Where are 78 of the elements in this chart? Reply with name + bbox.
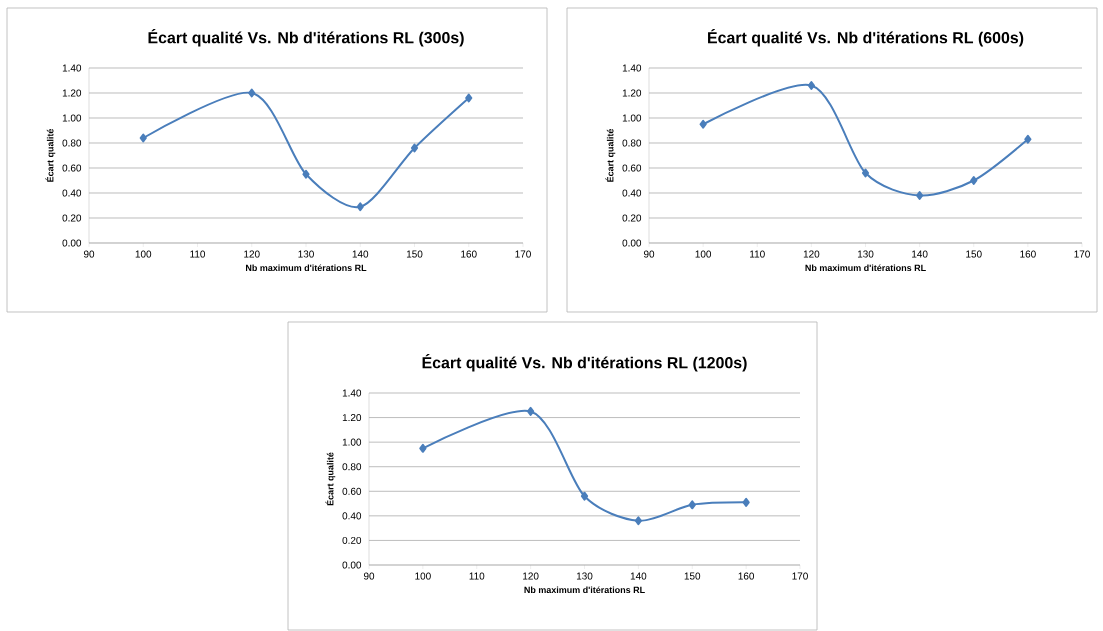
y-tick-label: 0.00	[622, 239, 642, 247]
y-tick-label: 1.20	[62, 89, 82, 97]
x-tick-label: 110	[190, 250, 206, 258]
y-tick-label: 0.00	[342, 561, 362, 569]
point	[807, 80, 816, 90]
x-tick-label: 170	[1074, 250, 1090, 258]
y-tick-label: 0.80	[622, 139, 642, 147]
point	[139, 133, 147, 143]
y-tick-label: 1.00	[342, 438, 362, 446]
x-tick-label: 150	[966, 250, 982, 258]
x-tick-label: 150	[406, 250, 423, 258]
point	[356, 202, 364, 212]
y-tick-label: 1.40	[62, 64, 82, 72]
y-tick-label: 0.20	[622, 214, 642, 222]
chart-title: Écart qualité Vs. Nb d'itérations RL (600s)	[708, 29, 1024, 47]
x-tick-label: 130	[857, 250, 874, 258]
point	[465, 93, 473, 103]
point	[742, 497, 750, 507]
y-tick-label: 0.00	[62, 239, 82, 247]
point	[527, 406, 535, 416]
x-tick-label: 130	[298, 250, 314, 258]
x-tick-label: 160	[1020, 250, 1036, 258]
y-tick-label: 1.20	[622, 89, 642, 97]
y-axis-title: Écart qualité	[605, 128, 616, 182]
point	[634, 516, 642, 526]
x-axis-title: Nb maximum d'itérations RL	[524, 586, 645, 594]
point	[248, 88, 256, 98]
x-tick-label: 100	[415, 572, 431, 580]
x-tick-label: 90	[363, 572, 375, 580]
point	[861, 168, 870, 178]
chart-title: Écart qualité Vs. Nb d'itérations RL (1200s)	[422, 354, 747, 372]
y-tick-label: 0.40	[342, 512, 362, 520]
point	[1024, 134, 1032, 144]
y-tick-label: 0.80	[62, 139, 82, 147]
y-axis-title: Écart qualité	[45, 128, 56, 182]
point	[410, 143, 419, 153]
y-tick-label: 1.40	[342, 389, 362, 397]
point	[970, 176, 978, 185]
y-tick-label: 1.00	[622, 114, 642, 122]
x-tick-label: 130	[576, 572, 593, 580]
x-axis-title: Nb maximum d'itérations RL	[245, 264, 367, 272]
y-tick-label: 0.60	[342, 487, 362, 495]
x-tick-label: 100	[135, 250, 152, 258]
x-tick-label: 120	[803, 250, 820, 258]
y-tick-label: 0.20	[62, 214, 82, 222]
x-tick-label: 160	[738, 572, 755, 580]
x-tick-label: 160	[461, 250, 477, 258]
point	[916, 191, 924, 200]
x-axis-title: Nb maximum d'itérations RL	[805, 264, 926, 272]
x-tick-label: 140	[630, 572, 647, 580]
chart-title: Écart qualité Vs. Nb d'itérations RL (300s)	[148, 29, 464, 47]
y-tick-label: 0.40	[62, 189, 82, 197]
y-tick-label: 0.60	[62, 164, 82, 172]
y-tick-label: 0.20	[342, 536, 362, 544]
x-tick-label: 150	[684, 572, 701, 580]
y-tick-label: 1.40	[622, 64, 642, 72]
x-tick-label: 100	[695, 250, 712, 258]
x-tick-label: 140	[912, 250, 928, 258]
x-tick-label: 110	[469, 572, 485, 580]
point	[699, 119, 707, 129]
point	[419, 443, 427, 453]
y-tick-label: 1.00	[62, 114, 82, 122]
x-tick-label: 120	[523, 572, 539, 580]
y-tick-label: 0.80	[342, 463, 362, 471]
point	[580, 491, 589, 501]
x-tick-label: 90	[83, 250, 95, 258]
y-tick-label: 1.20	[342, 414, 362, 422]
x-tick-label: 170	[792, 572, 808, 580]
y-tick-label: 0.60	[622, 164, 642, 172]
y-tick-label: 0.40	[622, 189, 642, 197]
x-tick-label: 120	[244, 250, 260, 258]
x-tick-label: 90	[643, 250, 655, 258]
point	[688, 500, 696, 510]
x-tick-label: 170	[515, 250, 531, 258]
point	[302, 169, 310, 179]
x-tick-label: 140	[352, 250, 369, 258]
x-tick-label: 110	[750, 250, 765, 258]
y-axis-title: Écart qualité	[325, 452, 336, 506]
